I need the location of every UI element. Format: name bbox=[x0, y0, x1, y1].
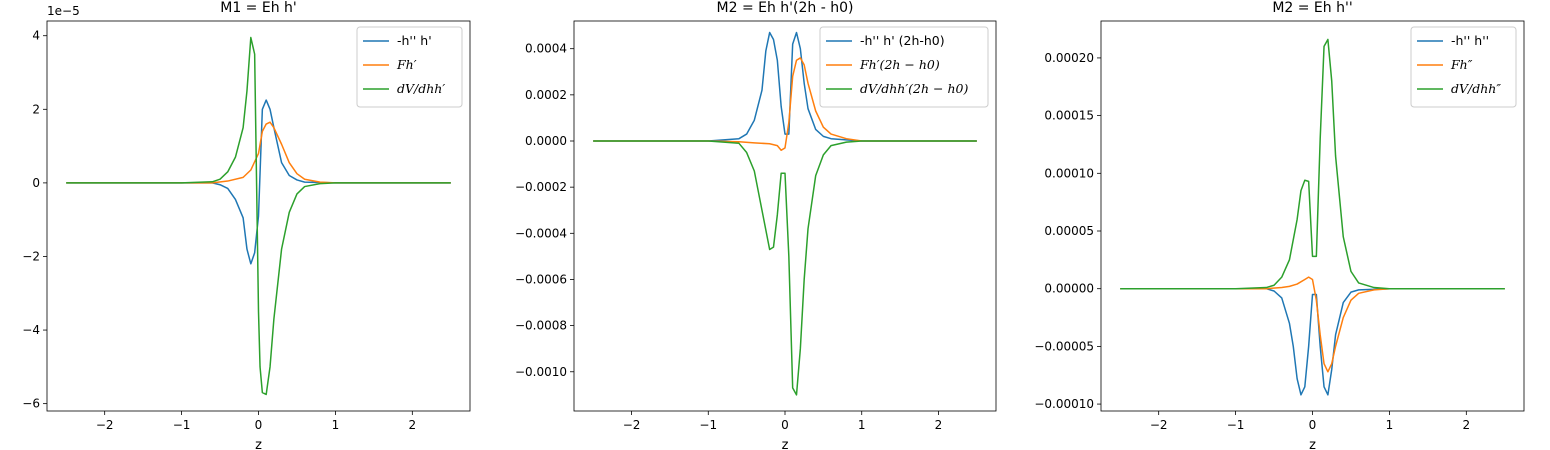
chart-panel-1: −2 −1 0 1 2 −6 −4 −2 0 2 4 1e−5 M1 = Eh h' z -h'' h' Fh… bbox=[22, 0, 471, 450]
x-tick-label: −1 bbox=[699, 418, 717, 432]
chart-panel-2: −2 −1 0 1 2 −0.0010 −0.0008 −0.0006 −0.0004 −0.00… bbox=[515, 0, 997, 450]
y-tick-label: −0.0006 bbox=[515, 272, 567, 286]
chart-title: M1 = Eh h' bbox=[220, 0, 297, 16]
series-line-2 bbox=[1120, 276, 1505, 373]
x-tick-label: 1 bbox=[332, 418, 340, 432]
series-line-1 bbox=[593, 31, 977, 142]
y-tick-label: −6 bbox=[22, 397, 40, 411]
legend: -h'' h' Fh′ dV/dhh′ bbox=[356, 26, 463, 108]
legend-box bbox=[356, 26, 463, 108]
y-tick-label: 4 bbox=[32, 29, 40, 43]
x-tick-label: −2 bbox=[96, 418, 114, 432]
legend-entry: Fh″ bbox=[1450, 57, 1473, 72]
series-line-1 bbox=[66, 99, 451, 265]
chart-title: M2 = Eh h'(2h - h0) bbox=[717, 0, 854, 16]
legend-box bbox=[1410, 26, 1517, 108]
series-line-1 bbox=[1120, 287, 1505, 396]
legend-entry: Fh′(2h − h0) bbox=[859, 57, 940, 72]
series-line-2 bbox=[593, 57, 977, 151]
y-tick-label: 2 bbox=[32, 102, 40, 116]
x-tick-label: 2 bbox=[1462, 418, 1470, 432]
x-tick-label: 2 bbox=[408, 418, 416, 432]
y-tick-label: −0.0002 bbox=[515, 180, 567, 194]
x-axis-label: z bbox=[782, 438, 789, 450]
series-line-2 bbox=[66, 121, 451, 184]
y-tick-label: 0 bbox=[32, 176, 40, 190]
chart-panel-3: −2 −1 0 1 2 −0.00010 −0.00005 0.00000 0.00005 0.0… bbox=[1034, 0, 1525, 450]
legend: -h'' h'' Fh″ dV/dhh″ bbox=[1410, 26, 1517, 108]
y-tick-label: 0.0002 bbox=[525, 88, 567, 102]
y-tick-label: 0.00000 bbox=[1044, 282, 1094, 296]
x-tick-label: 0 bbox=[1309, 418, 1317, 432]
y-tick-label: −4 bbox=[22, 323, 40, 337]
y-tick-label: −0.00010 bbox=[1034, 397, 1094, 411]
y-tick-label: −0.0008 bbox=[515, 319, 567, 333]
chart-title: M2 = Eh h'' bbox=[1272, 0, 1352, 16]
legend-entry: -h'' h' (2h-h0) bbox=[860, 33, 945, 48]
legend-entry: dV/dhh′(2h − h0) bbox=[860, 81, 968, 96]
y-tick-label: −0.00005 bbox=[1034, 339, 1094, 353]
y-tick-label: 0.00015 bbox=[1044, 109, 1094, 123]
y-tick-label: 0.0000 bbox=[525, 134, 567, 148]
series-group bbox=[66, 36, 451, 396]
y-tick-label: 0.0004 bbox=[525, 42, 567, 56]
legend-entry: dV/dhh″ bbox=[1451, 81, 1501, 96]
x-tick-label: −1 bbox=[173, 418, 191, 432]
y-tick-label: −0.0004 bbox=[515, 226, 567, 240]
x-tick-label: −2 bbox=[623, 418, 641, 432]
legend: -h'' h' (2h-h0) Fh′(2h − h0) dV/dhh′(2h − … bbox=[819, 26, 989, 108]
y-tick-label: −0.0010 bbox=[515, 365, 567, 379]
y-offset-label: 1e−5 bbox=[47, 4, 80, 18]
series-group bbox=[593, 31, 977, 396]
x-tick-label: −2 bbox=[1150, 418, 1168, 432]
x-axis-label: z bbox=[255, 438, 262, 450]
y-tick-label: 0.00020 bbox=[1044, 51, 1094, 65]
x-tick-label: 0 bbox=[255, 418, 263, 432]
x-tick-label: 1 bbox=[1386, 418, 1394, 432]
legend-box bbox=[819, 26, 989, 108]
y-tick-label: 0.00010 bbox=[1044, 166, 1094, 180]
x-tick-label: 2 bbox=[935, 418, 943, 432]
legend-entry: Fh′ bbox=[396, 57, 417, 72]
y-tick-label: 0.00005 bbox=[1044, 224, 1094, 238]
x-tick-label: 1 bbox=[858, 418, 866, 432]
legend-entry: -h'' h'' bbox=[1451, 33, 1489, 48]
series-group bbox=[1120, 38, 1505, 396]
y-tick-label: −2 bbox=[22, 249, 40, 263]
series-line-3 bbox=[593, 140, 977, 396]
x-tick-label: −1 bbox=[1227, 418, 1245, 432]
series-line-3 bbox=[1120, 38, 1505, 290]
x-tick-label: 0 bbox=[781, 418, 789, 432]
legend-entry: dV/dhh′ bbox=[397, 81, 445, 96]
legend-entry: -h'' h' bbox=[397, 33, 432, 48]
series-line-3 bbox=[66, 36, 451, 396]
x-axis-label: z bbox=[1309, 438, 1316, 450]
